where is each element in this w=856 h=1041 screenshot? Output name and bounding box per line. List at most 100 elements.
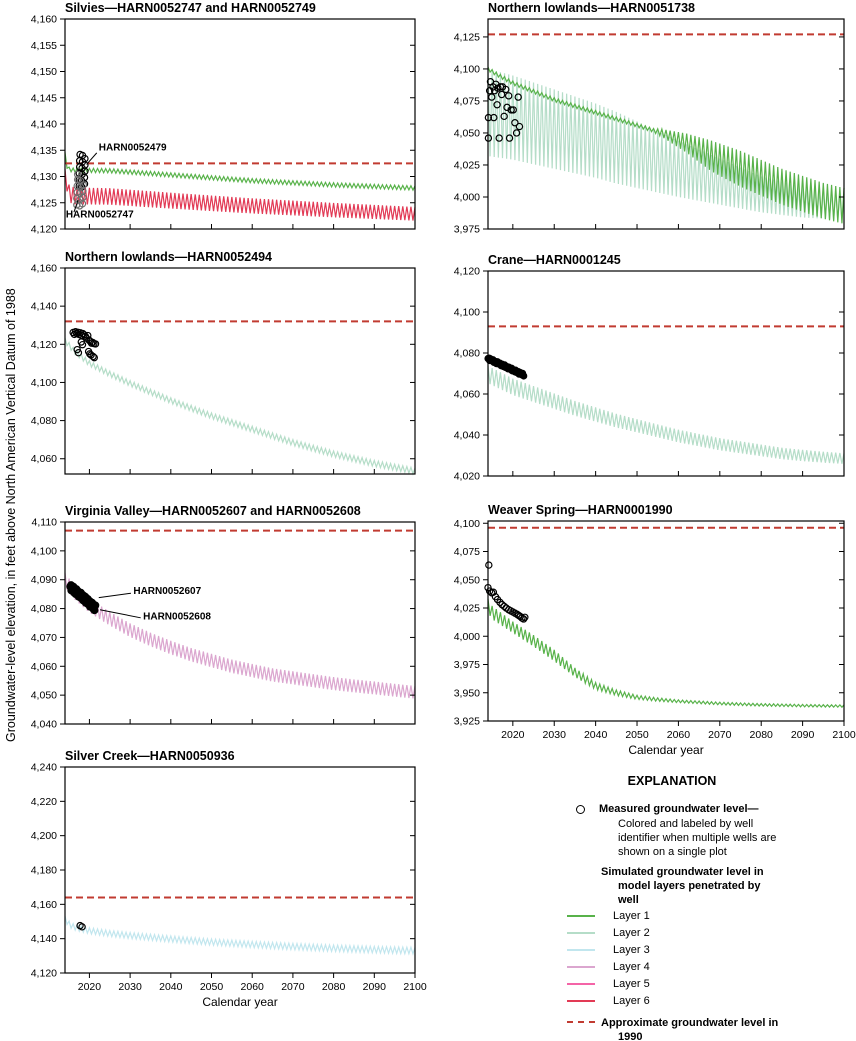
layer3-line-icon bbox=[567, 948, 595, 951]
svg-text:2030: 2030 bbox=[118, 981, 142, 993]
svg-text:2050: 2050 bbox=[200, 981, 224, 993]
svg-text:4,060: 4,060 bbox=[31, 453, 57, 465]
svg-text:4,125: 4,125 bbox=[31, 197, 57, 209]
layer3-label: Layer 3 bbox=[613, 943, 650, 956]
legend-item-measured: Measured groundwater level— bbox=[532, 802, 832, 816]
svg-text:HARN0052479: HARN0052479 bbox=[99, 142, 167, 153]
svg-text:2020: 2020 bbox=[501, 729, 525, 741]
svg-text:4,220: 4,220 bbox=[31, 796, 57, 808]
panel-silver-creek: Silver Creek—HARN0050936 4,120 4,140 4,160… bbox=[15, 748, 431, 1011]
svg-text:3,950: 3,950 bbox=[454, 687, 480, 699]
panel-northern-lowlands-52494: Northern lowlands—HARN0052494 4,060 4,080… bbox=[15, 249, 431, 482]
svg-text:4,100: 4,100 bbox=[31, 545, 57, 557]
svg-text:4,000: 4,000 bbox=[454, 191, 480, 203]
svg-text:4,050: 4,050 bbox=[454, 574, 480, 586]
svg-text:4,145: 4,145 bbox=[31, 92, 57, 104]
svg-text:2090: 2090 bbox=[363, 981, 387, 993]
svg-text:4,240: 4,240 bbox=[31, 762, 57, 774]
svg-text:2060: 2060 bbox=[667, 729, 691, 741]
svg-text:3,975: 3,975 bbox=[454, 659, 480, 671]
svg-text:4,040: 4,040 bbox=[31, 719, 57, 731]
svg-text:4,040: 4,040 bbox=[454, 430, 480, 442]
svg-text:4,180: 4,180 bbox=[31, 865, 57, 877]
svg-text:4,100: 4,100 bbox=[454, 307, 480, 319]
svg-text:HARN0052608: HARN0052608 bbox=[143, 612, 211, 623]
svg-text:3,925: 3,925 bbox=[454, 716, 480, 728]
layer5-label: Layer 5 bbox=[613, 977, 650, 990]
svg-text:4,100: 4,100 bbox=[454, 63, 480, 75]
chart-canvas-weaver-spring: 3,925 3,950 3,975 4,000 4,025 4,050 4,075 4,100… bbox=[454, 518, 856, 757]
svg-text:4,075: 4,075 bbox=[454, 95, 480, 107]
svg-text:4,140: 4,140 bbox=[31, 119, 57, 131]
legend-item-layer4: Layer 4 bbox=[532, 958, 832, 975]
svg-text:4,025: 4,025 bbox=[454, 603, 480, 615]
simulated-heading: Simulated groundwater level in model lay… bbox=[601, 866, 764, 906]
measured-description: Colored and labeled by well identifier w… bbox=[618, 818, 777, 858]
svg-text:HARN0052747: HARN0052747 bbox=[66, 209, 134, 220]
svg-text:2090: 2090 bbox=[791, 729, 815, 741]
legend-item-approx-1990: Approximate groundwater level in 1990 bbox=[532, 1016, 832, 1041]
panel-virginia-valley: Virginia Valley—HARN0052607 and HARN0052… bbox=[15, 503, 431, 732]
svg-text:4,200: 4,200 bbox=[31, 830, 57, 842]
panel-northern-lowlands-51738: Northern lowlands—HARN0051738 3,975 4,000… bbox=[438, 0, 856, 237]
layer1-label: Layer 1 bbox=[613, 909, 650, 922]
svg-text:4,075: 4,075 bbox=[454, 546, 480, 558]
chart-canvas-northern-lowlands-52494: 4,060 4,080 4,100 4,120 4,140 4,160 bbox=[31, 263, 416, 476]
svg-text:Calendar year: Calendar year bbox=[202, 995, 277, 1009]
svg-text:4,100: 4,100 bbox=[31, 377, 57, 389]
panel-silvies: Silvies—HARN0052747 and HARN0052749 4,12… bbox=[15, 0, 431, 237]
layer6-label: Layer 6 bbox=[613, 994, 650, 1007]
svg-text:Calendar year: Calendar year bbox=[628, 743, 703, 757]
dashed-line-icon bbox=[567, 1021, 595, 1023]
svg-text:4,120: 4,120 bbox=[31, 968, 57, 980]
measured-label: Measured groundwater level— bbox=[599, 803, 759, 815]
svg-text:2070: 2070 bbox=[708, 729, 732, 741]
legend-item-layer3: Layer 3 bbox=[532, 941, 832, 958]
chart-title: Virginia Valley—HARN0052607 and HARN0052… bbox=[65, 504, 361, 518]
svg-text:4,080: 4,080 bbox=[31, 415, 57, 427]
svg-text:4,120: 4,120 bbox=[454, 266, 480, 278]
svg-text:4,135: 4,135 bbox=[31, 145, 57, 157]
layer6-line-icon bbox=[567, 999, 595, 1002]
svg-text:2040: 2040 bbox=[584, 729, 608, 741]
svg-text:4,150: 4,150 bbox=[31, 66, 57, 78]
chart-title: Northern lowlands—HARN0052494 bbox=[65, 250, 273, 264]
chart-canvas-virginia-valley: 4,040 4,050 4,060 4,070 4,080 4,090 4,100 4,110… bbox=[31, 517, 416, 731]
layer4-line-icon bbox=[567, 965, 595, 968]
chart-title: Silver Creek—HARN0050936 bbox=[65, 749, 235, 763]
svg-text:2100: 2100 bbox=[832, 729, 856, 741]
svg-text:4,060: 4,060 bbox=[31, 661, 57, 673]
chart-title: Weaver Spring—HARN0001990 bbox=[488, 503, 673, 517]
svg-text:2020: 2020 bbox=[78, 981, 102, 993]
svg-text:4,000: 4,000 bbox=[454, 631, 480, 643]
svg-text:4,060: 4,060 bbox=[454, 389, 480, 401]
svg-text:2050: 2050 bbox=[625, 729, 649, 741]
legend-item-layer2: Layer 2 bbox=[532, 924, 832, 941]
explanation-title: EXPLANATION bbox=[627, 774, 717, 788]
svg-text:4,090: 4,090 bbox=[31, 574, 57, 586]
panel-crane: Crane—HARN0001245 4,020 4,040 4,060 4,080 4,… bbox=[438, 252, 856, 484]
svg-text:HARN0052607: HARN0052607 bbox=[133, 586, 201, 597]
svg-text:4,100: 4,100 bbox=[454, 518, 480, 530]
svg-text:4,155: 4,155 bbox=[31, 40, 57, 52]
chart-canvas-crane: 4,020 4,040 4,060 4,080 4,100 4,120 bbox=[454, 266, 845, 483]
approx-label: Approximate groundwater level in 1990 bbox=[601, 1017, 779, 1041]
svg-text:4,125: 4,125 bbox=[454, 31, 480, 43]
svg-text:4,120: 4,120 bbox=[31, 339, 57, 351]
svg-text:4,120: 4,120 bbox=[31, 224, 57, 236]
measured-point-icon bbox=[576, 805, 585, 814]
svg-text:4,080: 4,080 bbox=[454, 348, 480, 360]
legend-item-layer6: Layer 6 bbox=[532, 992, 832, 1009]
svg-text:2030: 2030 bbox=[543, 729, 567, 741]
legend-item-layer5: Layer 5 bbox=[532, 975, 832, 992]
svg-text:4,110: 4,110 bbox=[32, 517, 58, 529]
svg-text:3,975: 3,975 bbox=[454, 224, 480, 236]
chart-title: Silvies—HARN0052747 and HARN0052749 bbox=[65, 1, 316, 15]
svg-text:4,025: 4,025 bbox=[454, 159, 480, 171]
svg-text:4,050: 4,050 bbox=[31, 690, 57, 702]
svg-text:2060: 2060 bbox=[241, 981, 265, 993]
layer2-line-icon bbox=[567, 931, 595, 934]
layer1-line-icon bbox=[567, 914, 595, 917]
chart-title: Northern lowlands—HARN0051738 bbox=[488, 1, 696, 15]
